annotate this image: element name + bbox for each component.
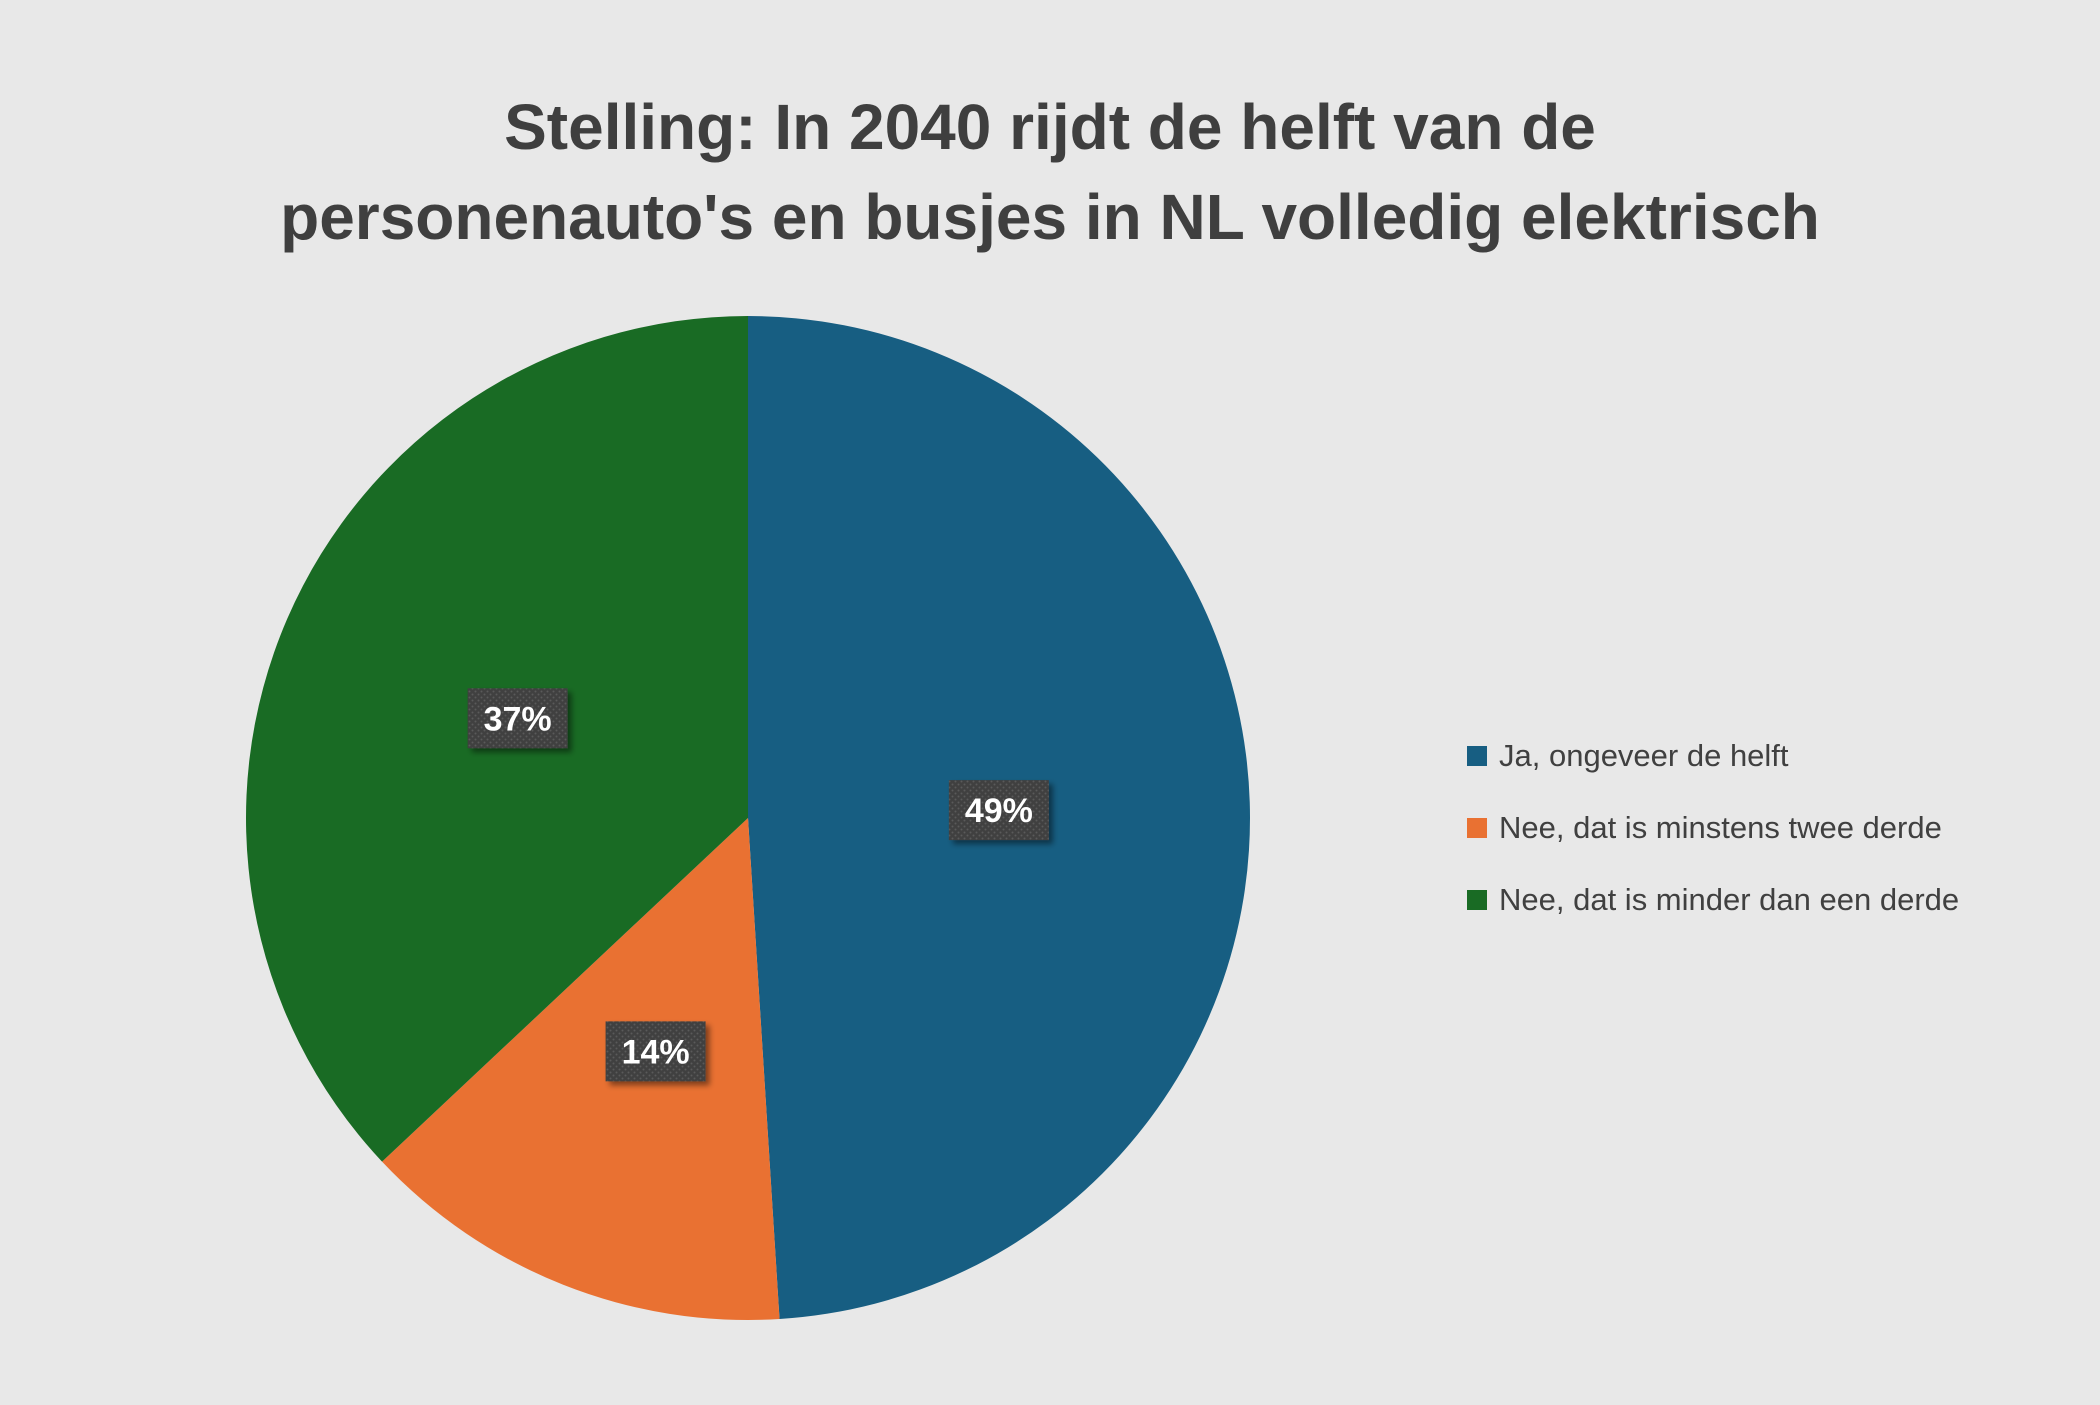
chart-title: Stelling: In 2040 rijdt de helft van de … (0, 82, 2100, 262)
pie-slice (382, 818, 780, 1320)
legend-item: Nee, dat is minstens twee derde (1467, 792, 1959, 864)
legend-label: Nee, dat is minstens twee derde (1499, 810, 1942, 845)
legend-swatch (1467, 818, 1487, 838)
data-label-text: 37% (484, 700, 552, 738)
data-label-box (467, 688, 568, 749)
legend-swatch (1467, 746, 1487, 766)
legend: Ja, ongeveer de helft Nee, dat is minste… (1467, 720, 1959, 936)
data-label-text: 14% (622, 1033, 690, 1071)
legend-label: Ja, ongeveer de helft (1499, 738, 1789, 773)
legend-swatch (1467, 890, 1487, 910)
chart-title-line-1: Stelling: In 2040 rijdt de helft van de (504, 91, 1596, 163)
data-label-box (605, 1021, 706, 1082)
legend-label: Nee, dat is minder dan een derde (1499, 882, 1960, 917)
legend-item: Nee, dat is minder dan een derde (1467, 864, 1959, 936)
data-label-box (948, 780, 1049, 841)
data-label: 14% (605, 1021, 706, 1082)
data-label: 37% (467, 688, 568, 749)
data-label: 49% (948, 780, 1049, 841)
data-label-text: 49% (965, 792, 1033, 830)
chart-title-line-2: personenauto's en busjes in NL volledig … (280, 181, 1820, 253)
legend-item: Ja, ongeveer de helft (1467, 720, 1959, 792)
